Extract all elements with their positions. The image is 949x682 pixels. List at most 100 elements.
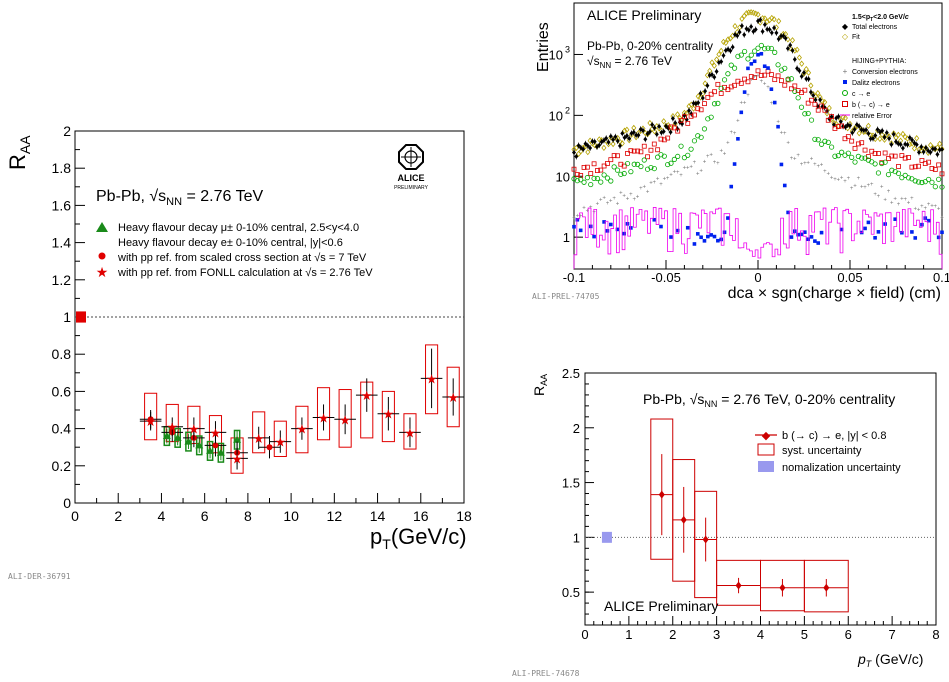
dca-legend-title: 1.5<pT<2.0 GeV/c <box>852 14 909 23</box>
beauty-point <box>705 94 711 100</box>
charm-point <box>665 161 671 168</box>
fit-point <box>914 135 920 142</box>
muon-syst-box <box>217 442 225 463</box>
charm-point <box>628 169 634 175</box>
charm-point <box>735 53 741 59</box>
fonll-point: ★ <box>383 407 395 422</box>
legend-scaled-label: with pp ref. from scaled cross section a… <box>117 252 367 264</box>
conversion-point: + <box>843 179 847 185</box>
total-point <box>636 132 641 138</box>
br-ytick-label: 2 <box>573 421 580 436</box>
conversion-point: + <box>629 192 633 198</box>
dalitz-point <box>702 239 707 243</box>
charm-point <box>594 175 601 182</box>
beauty-point <box>939 171 945 177</box>
fonll-point: ★ <box>296 422 308 437</box>
left-ytick-label: 0.8 <box>52 346 72 362</box>
charm-point <box>631 161 637 167</box>
beauty-point <box>658 136 664 142</box>
dalitz-point <box>806 237 810 242</box>
fit-point <box>691 105 697 112</box>
total-point <box>907 135 912 141</box>
beauty-point <box>635 148 640 154</box>
total-point <box>880 128 885 134</box>
muon-point <box>216 448 225 456</box>
beauty-point <box>641 143 647 149</box>
charm-point <box>812 136 818 142</box>
conversion-point: + <box>917 207 921 213</box>
fit-point <box>743 10 750 17</box>
conversion-point: + <box>790 156 794 162</box>
dalitz-point <box>605 229 610 233</box>
conversion-point: + <box>740 100 744 106</box>
dca-header: ALICE Preliminary <box>587 7 701 23</box>
charm-point <box>889 167 895 173</box>
total-point <box>657 123 662 129</box>
dca-ytick-exp: 3 <box>565 44 570 54</box>
total-point <box>884 130 889 136</box>
conversion-point: + <box>579 214 583 220</box>
conversion-point: + <box>706 154 710 160</box>
dalitz-point <box>762 64 767 69</box>
beauty-point <box>755 68 761 74</box>
legend-scaled-marker <box>98 252 106 260</box>
total-point <box>730 44 735 50</box>
conversion-point: + <box>793 156 797 162</box>
conversion-point: + <box>837 177 841 183</box>
conversion-point: + <box>709 152 713 158</box>
beauty-point <box>581 165 587 170</box>
total-point <box>802 70 806 76</box>
conversion-point: + <box>893 196 897 202</box>
charm-point <box>755 45 761 51</box>
left-xtick-label: 6 <box>201 508 209 524</box>
beauty-point <box>802 87 808 93</box>
total-point <box>788 42 793 48</box>
beauty-point <box>916 163 921 169</box>
beauty-point <box>845 134 851 140</box>
dca-legend-hijing: HIJING+PYTHIA: <box>852 58 906 65</box>
conversion-point: + <box>609 199 613 205</box>
left-tag: ALI-DER-36791 <box>8 572 71 581</box>
conversion-point: + <box>582 206 586 212</box>
dalitz-point <box>712 234 717 239</box>
total-point <box>661 128 666 134</box>
dalitz-point <box>746 66 750 71</box>
conversion-point: + <box>934 204 938 210</box>
total-point <box>864 127 869 133</box>
dalitz-point <box>863 226 867 231</box>
conversion-point: + <box>733 131 737 137</box>
conversion-point: + <box>716 161 720 167</box>
conversion-point: + <box>780 130 784 136</box>
beauty-point <box>631 148 637 154</box>
charm-point <box>902 172 908 178</box>
total-point <box>891 131 896 137</box>
dalitz-point <box>572 224 576 229</box>
br-norm-box <box>601 531 612 543</box>
total-point <box>574 154 579 160</box>
charm-point <box>825 139 831 145</box>
total-point <box>921 149 926 155</box>
fonll-point: ★ <box>404 425 416 440</box>
beauty-point <box>668 124 674 130</box>
beauty-point <box>926 159 932 165</box>
total-point <box>917 149 921 155</box>
dalitz-point <box>809 235 814 239</box>
br-ytick-label: 2.5 <box>562 366 580 381</box>
beauty-point <box>932 167 938 172</box>
dalitz-point <box>602 220 606 224</box>
dalitz-point <box>732 162 737 166</box>
total-point <box>792 56 797 62</box>
charm-point <box>752 48 758 54</box>
fit-point <box>587 137 593 144</box>
conversion-point: + <box>853 184 857 190</box>
total-point <box>576 143 581 149</box>
conversion-point: + <box>826 171 830 177</box>
charm-point <box>832 153 838 159</box>
dalitz-point <box>926 218 931 223</box>
conversion-point: + <box>743 100 747 106</box>
br-point <box>779 583 786 592</box>
total-point <box>634 132 639 138</box>
charm-point <box>745 56 751 62</box>
charm-point <box>905 175 912 181</box>
